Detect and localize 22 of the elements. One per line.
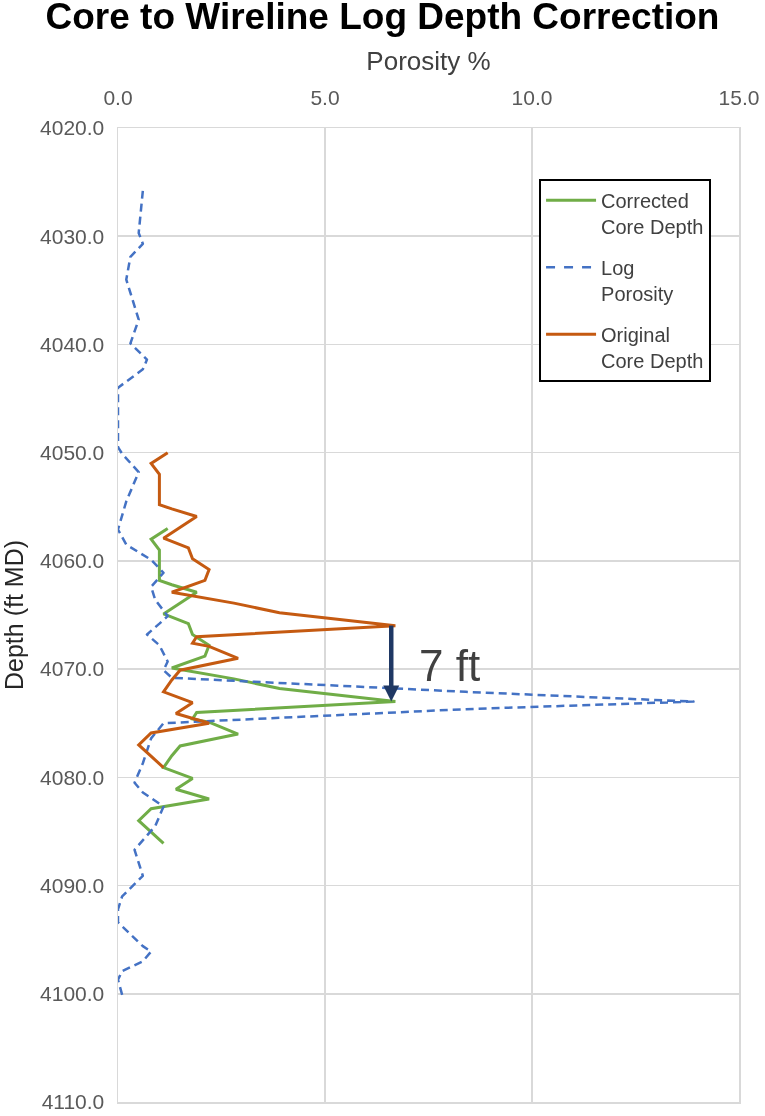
y-tick-label: 4020.0 <box>40 116 105 140</box>
line-series <box>137 451 397 770</box>
chart-title: Core to Wireline Log Depth Correction <box>45 0 720 37</box>
legend-label: Original Core Depth <box>601 323 704 372</box>
y-tick-label: 4090.0 <box>40 873 105 897</box>
x-tick-label: 15.0 <box>718 86 760 110</box>
legend-label: Log Porosity <box>601 256 674 305</box>
y-tick-label: 4060.0 <box>40 549 105 573</box>
x-tick-label: 5.0 <box>310 86 340 110</box>
y-tick-label: 4070.0 <box>40 657 105 681</box>
x-tick-label: 10.0 <box>511 86 553 110</box>
y-axis-title: Depth (ft MD) <box>0 539 28 691</box>
y-tick-label: 4040.0 <box>40 332 105 356</box>
x-axis-title: Porosity % <box>366 45 491 76</box>
y-tick-label: 4080.0 <box>40 765 105 789</box>
y-tick-label: 4100.0 <box>40 982 105 1006</box>
x-tick-label: 0.0 <box>103 86 133 110</box>
annotation: 7 ft <box>419 641 481 690</box>
y-tick-label: 4110.0 <box>41 1090 105 1114</box>
y-tick-label: 4050.0 <box>40 441 105 465</box>
legend-label: Corrected Core Depth <box>601 189 704 238</box>
y-tick-label: 4030.0 <box>40 224 105 248</box>
